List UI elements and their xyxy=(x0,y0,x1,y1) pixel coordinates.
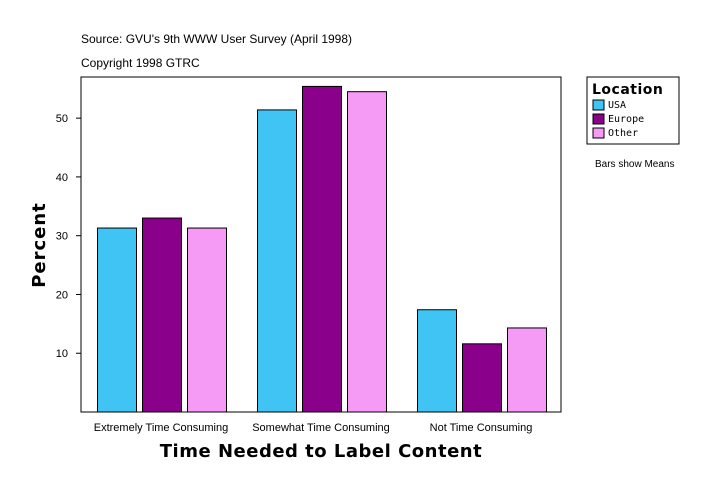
y-tick-label: 40 xyxy=(56,172,68,184)
legend-swatch-europe xyxy=(592,113,605,125)
chart-source: Source: GVU's 9th WWW User Survey (April… xyxy=(81,32,353,46)
bar-europe-1 xyxy=(142,217,182,413)
bar-europe-3 xyxy=(462,343,502,413)
legend-label-europe: Europe xyxy=(608,114,644,125)
y-tick-label: 10 xyxy=(56,348,68,360)
legend-label-usa: USA xyxy=(608,100,626,111)
legend-label-other: Other xyxy=(608,128,638,139)
category-label: Somewhat Time Consuming xyxy=(252,422,390,434)
legend-title: Location xyxy=(592,82,663,98)
chart-copyright: Copyright 1998 GTRC xyxy=(81,56,200,70)
y-tick-label: 30 xyxy=(56,231,68,243)
bar-usa-2 xyxy=(257,109,297,413)
bar-usa-1 xyxy=(97,227,137,413)
legend-swatch-other xyxy=(592,127,605,139)
legend-swatch-usa xyxy=(592,99,605,111)
category-label: Not Time Consuming xyxy=(430,422,533,434)
y-axis: 10 20 30 40 50 xyxy=(56,113,81,360)
legend-items: USA Europe Other xyxy=(592,99,644,139)
bar-other-2 xyxy=(347,91,387,413)
bars xyxy=(97,85,547,413)
bar-usa-3 xyxy=(417,309,457,413)
y-tick-label: 20 xyxy=(56,289,68,301)
bar-other-3 xyxy=(507,327,547,413)
y-axis-label: Percent xyxy=(29,202,50,288)
category-label: Extremely Time Consuming xyxy=(94,422,229,434)
bar-other-1 xyxy=(187,227,227,413)
bars-note: Bars show Means xyxy=(595,159,674,170)
bar-europe-2 xyxy=(302,85,342,413)
y-tick-label: 50 xyxy=(56,113,68,125)
category-labels: Extremely Time Consuming Somewhat Time Co… xyxy=(94,422,533,434)
legend: Location USA Europe Other xyxy=(586,76,680,145)
x-axis-label: Time Needed to Label Content xyxy=(160,441,482,462)
